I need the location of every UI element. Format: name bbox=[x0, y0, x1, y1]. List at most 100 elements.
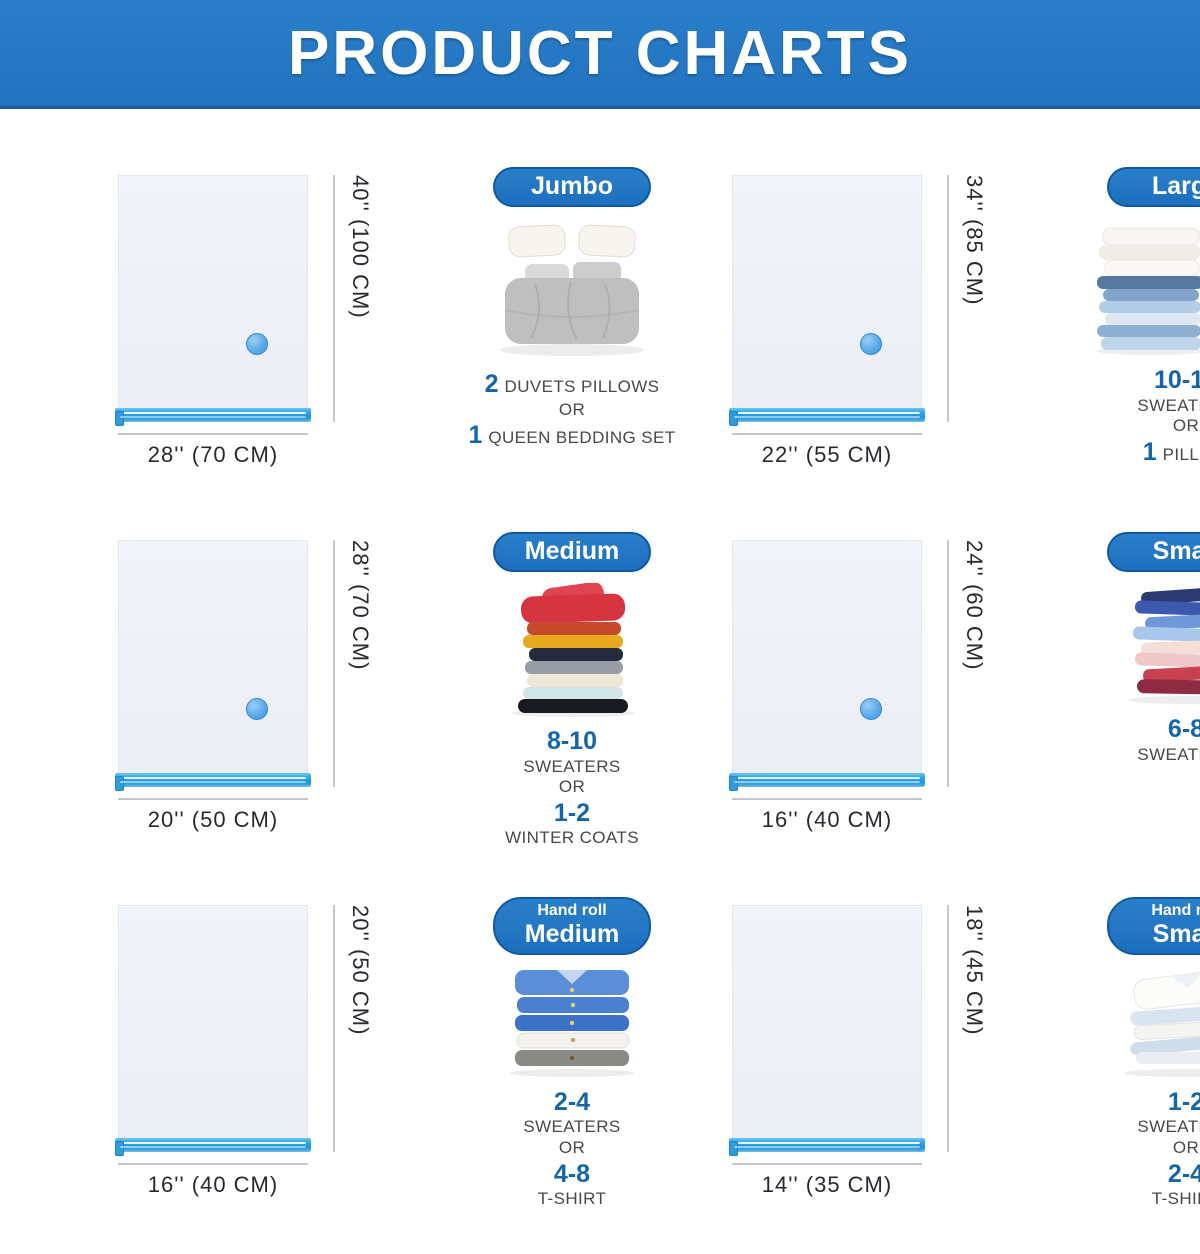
bag-area: 34'' (85 CM) bbox=[729, 175, 994, 426]
shirt-stack-photo bbox=[497, 966, 647, 1078]
vacuum-bag bbox=[118, 175, 308, 409]
zipper-slider-icon bbox=[729, 411, 738, 426]
capacity-line: OR bbox=[505, 777, 639, 798]
capacity-number: 6-8 bbox=[1167, 715, 1200, 743]
capacity-line: OR bbox=[468, 400, 675, 421]
capacity-line: SWEATERS bbox=[505, 757, 639, 778]
capacity-words: T-SHIRT bbox=[1151, 1189, 1200, 1209]
bag-diagram-hand-roll-medium: 20'' (50 CM) 16'' (40 CM) bbox=[115, 905, 380, 1198]
capacity-line: WINTER COATS bbox=[505, 828, 639, 849]
size-row-medium-small: 28'' (70 CM) 20'' (50 CM) Medium bbox=[78, 524, 1200, 889]
width-dimension-label: 20'' (50 CM) bbox=[147, 807, 279, 832]
zipper-slider-icon bbox=[729, 1141, 738, 1156]
badge-label: Small bbox=[1152, 919, 1200, 948]
capacity-text: 2 DUVETS PILLOWS OR 1 QUEEN BEDDING SET bbox=[468, 369, 675, 451]
width-dimension-line bbox=[118, 433, 308, 435]
height-dimension-label: 34'' (85 CM) bbox=[962, 175, 987, 306]
capacity-text: 1-2 SWEATERS OR 2-4 T-SHIRT bbox=[1137, 1087, 1200, 1210]
folded-shirts-photo bbox=[1106, 966, 1200, 1078]
bag-area: 20'' (50 CM) bbox=[115, 905, 380, 1156]
capacity-line: 1-2 bbox=[1137, 1087, 1200, 1118]
width-dimension-label: 28'' (70 CM) bbox=[147, 442, 279, 467]
capacity-text: 10-12 SWEATERS OR 1PILLOW bbox=[1137, 365, 1200, 467]
vacuum-bag bbox=[732, 540, 922, 774]
width-dimension-line bbox=[732, 1163, 922, 1165]
capacity-number: 4-8 bbox=[553, 1159, 591, 1188]
capacity-line: 4-8 bbox=[523, 1159, 620, 1190]
size-badge-hand-roll-small: Hand roll Small bbox=[1107, 897, 1200, 955]
size-badge-jumbo: Jumbo bbox=[493, 167, 651, 207]
width-dimension-line bbox=[118, 1163, 308, 1165]
capacity-line: 2 DUVETS PILLOWS bbox=[468, 369, 675, 400]
vacuum-bag bbox=[732, 175, 922, 409]
capacity-text: 2-4 SWEATERS OR 4-8 T-SHIRT bbox=[523, 1087, 620, 1210]
capacity-number: 1 bbox=[468, 421, 483, 450]
capacity-words: DUVETS PILLOWS bbox=[504, 377, 660, 396]
badge-label: Large bbox=[1151, 172, 1200, 200]
capacity-words: OR bbox=[558, 1137, 586, 1157]
height-dimension-label: 40'' (100 CM) bbox=[348, 175, 373, 319]
capacity-words: QUEEN BEDDING SET bbox=[488, 428, 676, 448]
height-dimension-line bbox=[333, 905, 335, 1152]
bag-area: 28'' (70 CM) bbox=[115, 540, 380, 791]
valve-icon bbox=[860, 698, 882, 720]
capacity-words: OR bbox=[1172, 416, 1200, 436]
capacity-words: SWEATERS bbox=[1137, 395, 1200, 415]
bedding-set-photo bbox=[487, 218, 657, 360]
height-dimension-label: 18'' (45 CM) bbox=[962, 905, 987, 1036]
zipper-slider-icon bbox=[115, 411, 124, 426]
badge-sublabel: Hand roll bbox=[537, 902, 607, 919]
height-dimension-label: 20'' (50 CM) bbox=[348, 905, 373, 1036]
capacity-line: SWEATERS bbox=[523, 1117, 620, 1138]
capacity-text: 8-10 SWEATERS OR 1-2 WINTER COATS bbox=[505, 726, 639, 849]
valve-icon bbox=[246, 698, 268, 720]
capacity-text: 6-8 SWEATERS bbox=[1137, 714, 1200, 765]
badge-label: Jumbo bbox=[531, 172, 613, 200]
capacity-words: SWEATERS bbox=[523, 1117, 621, 1137]
badge-label: Medium bbox=[524, 919, 620, 948]
height-dimension-label: 28'' (70 CM) bbox=[348, 540, 373, 671]
capacity-words: SWEATERS bbox=[523, 756, 621, 776]
capacity-line: 2-4 bbox=[1137, 1159, 1200, 1190]
capacity-number: 2-4 bbox=[553, 1087, 591, 1116]
height-dimension-label: 24'' (60 CM) bbox=[962, 540, 987, 671]
zipper-seal-icon bbox=[729, 408, 925, 426]
bag-diagram-medium: 28'' (70 CM) 20'' (50 CM) bbox=[115, 540, 380, 833]
capacity-words: T-SHIRT bbox=[537, 1189, 607, 1209]
size-info-hand-roll-small: Hand roll Small 1-2 SWEATER bbox=[1090, 889, 1200, 1210]
capacity-number: 10-12 bbox=[1154, 366, 1200, 394]
capacity-line: OR bbox=[523, 1138, 620, 1159]
capacity-words: OR bbox=[1172, 1137, 1200, 1157]
vacuum-bag bbox=[732, 905, 922, 1139]
folded-linens-pillows-photo bbox=[1091, 218, 1200, 356]
zipper-seal-icon bbox=[115, 408, 311, 426]
capacity-words: SWEATERS bbox=[1137, 1117, 1200, 1137]
title-banner: PRODUCT CHARTS bbox=[0, 0, 1200, 109]
capacity-line: OR bbox=[1137, 1138, 1200, 1159]
capacity-line: 2-4 bbox=[523, 1087, 620, 1118]
capacity-number: 8-10 bbox=[546, 727, 598, 755]
capacity-line: 6-8 bbox=[1137, 714, 1200, 745]
capacity-line: 1 QUEEN BEDDING SET bbox=[468, 420, 675, 451]
height-dimension-line bbox=[333, 540, 335, 787]
page-title: PRODUCT CHARTS bbox=[287, 18, 913, 88]
size-row-jumbo-large: 40'' (100 CM) 28'' (70 CM) Jumbo bbox=[78, 159, 1200, 524]
sweater-stack-photo bbox=[497, 583, 647, 717]
zipper-seal-icon bbox=[729, 773, 925, 791]
badge-label: Medium bbox=[524, 537, 620, 565]
capacity-words: PILLOW bbox=[1162, 444, 1200, 464]
width-dimension-label: 16'' (40 CM) bbox=[761, 807, 893, 832]
vacuum-bag bbox=[118, 905, 308, 1139]
width-dimension-label: 22'' (55 CM) bbox=[761, 442, 893, 467]
capacity-words: OR bbox=[558, 777, 586, 797]
capacity-number: 2-4 bbox=[1167, 1159, 1200, 1188]
size-badge-small: Small bbox=[1107, 532, 1200, 572]
capacity-line: SWEATERS bbox=[1137, 396, 1200, 417]
height-dimension-line bbox=[333, 175, 335, 422]
badge-label: Small bbox=[1152, 537, 1200, 565]
zipper-seal-icon bbox=[115, 1138, 311, 1156]
size-row-handroll: 20'' (50 CM) 16'' (40 CM) Hand roll Medi… bbox=[78, 889, 1200, 1254]
bag-diagram-large: 34'' (85 CM) 22'' (55 CM) bbox=[729, 175, 994, 468]
bag-area: 40'' (100 CM) bbox=[115, 175, 380, 426]
capacity-words: OR bbox=[558, 399, 586, 419]
